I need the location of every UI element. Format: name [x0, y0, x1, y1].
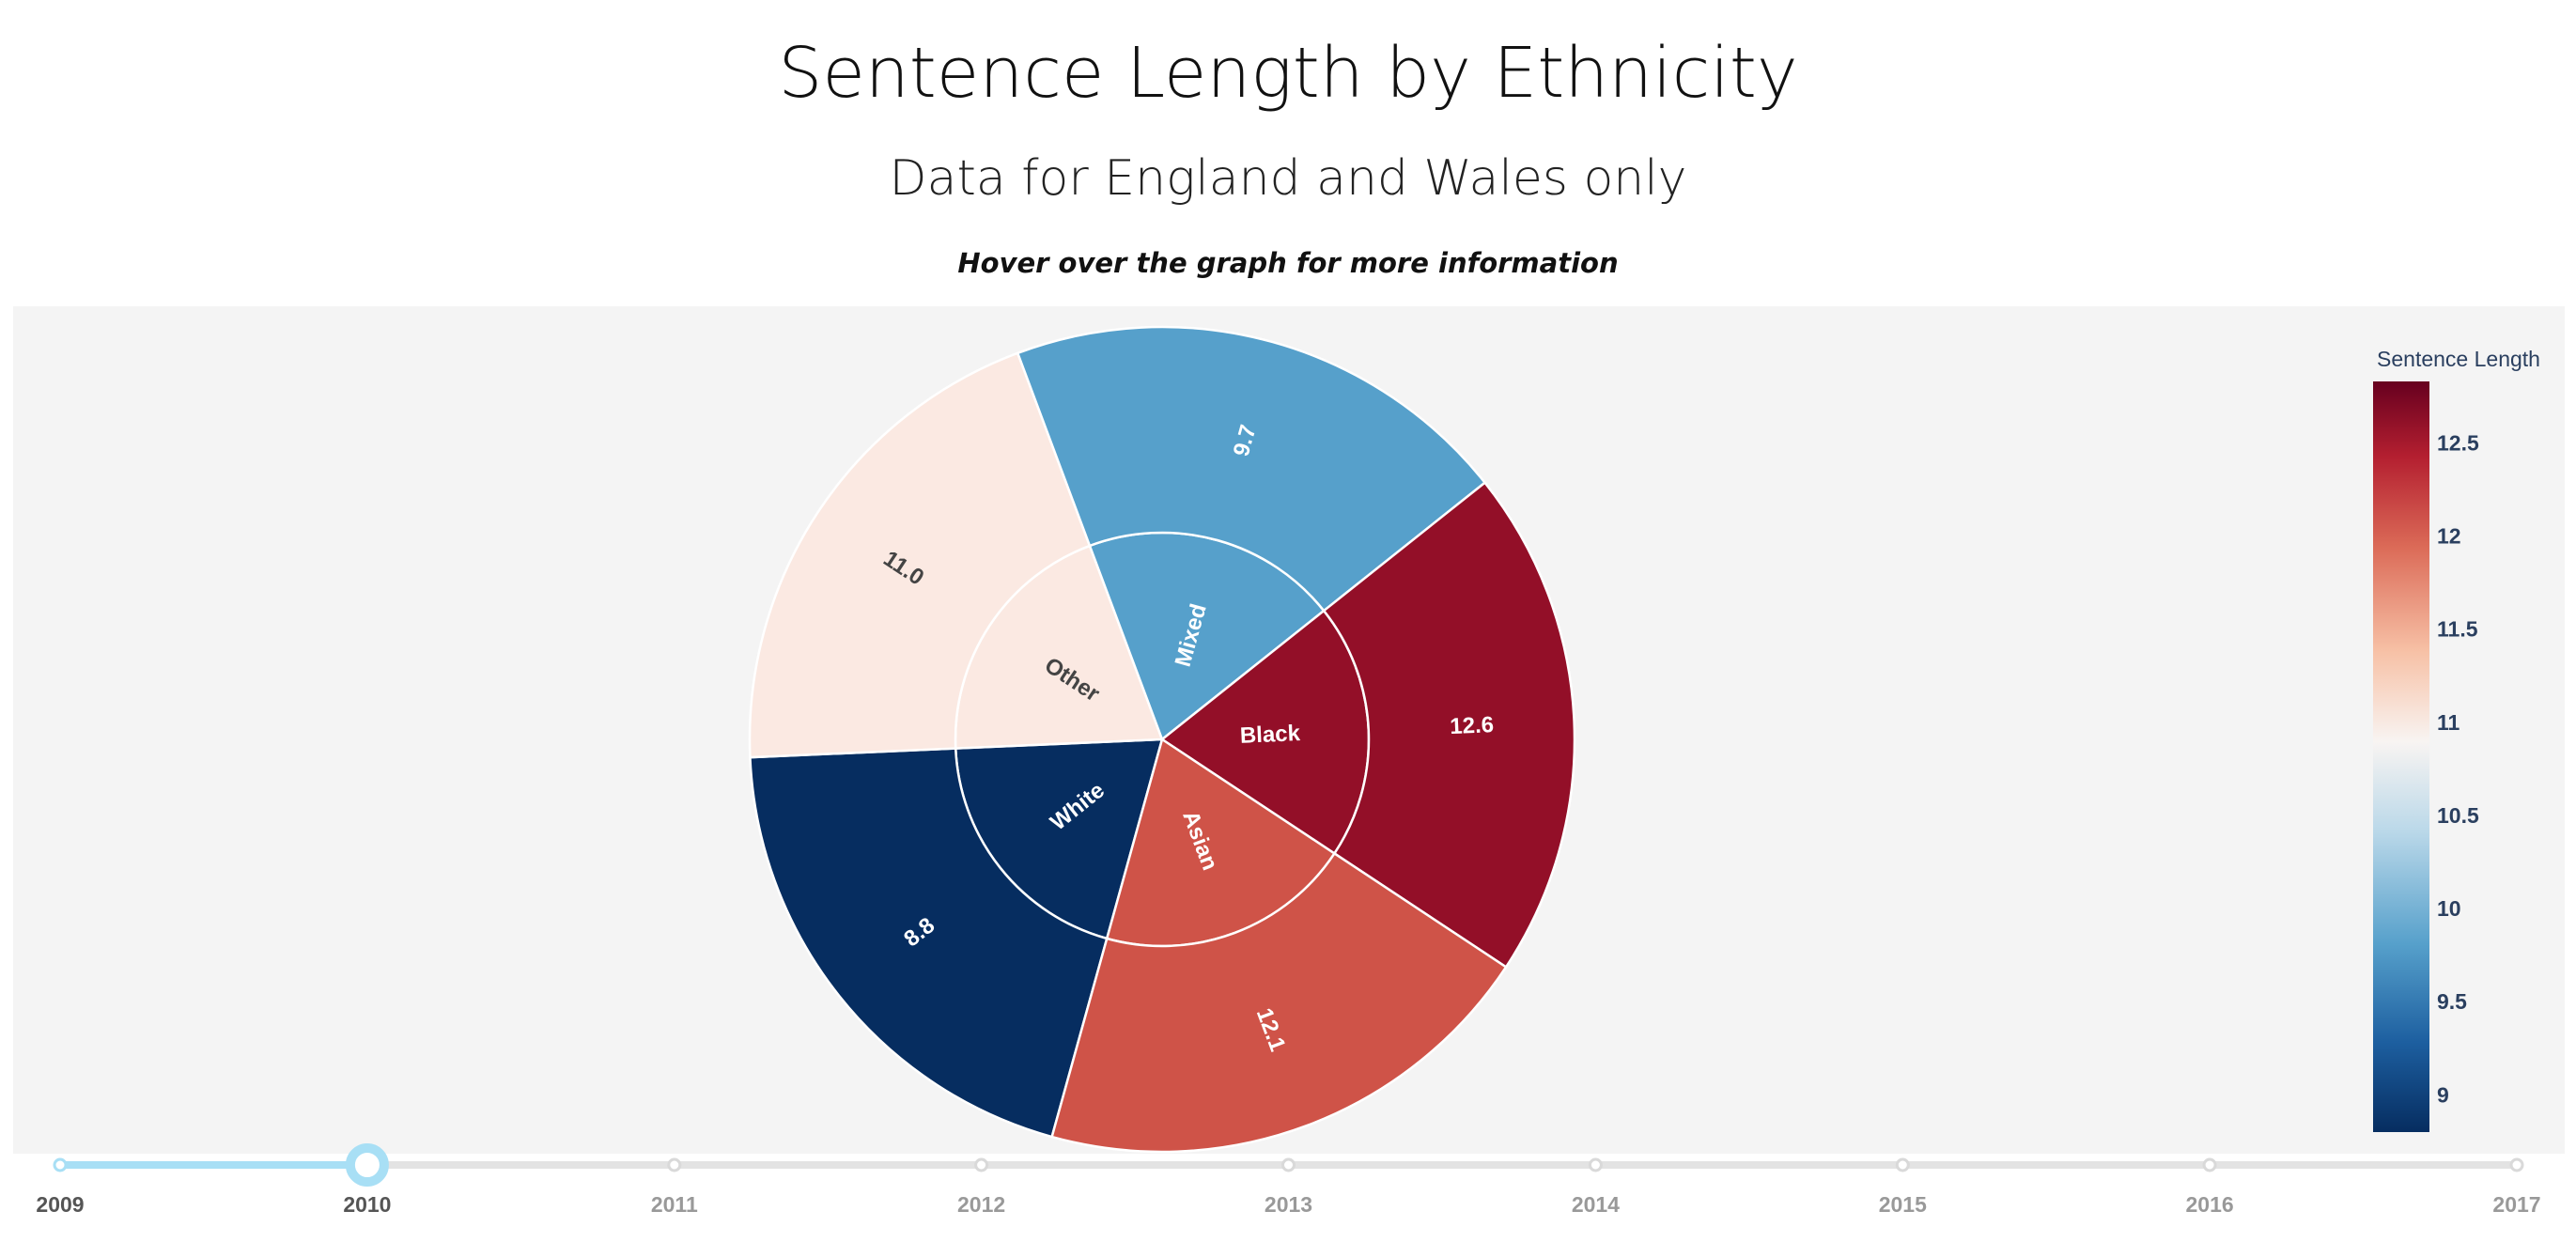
- slider-tick-2009[interactable]: [53, 1157, 68, 1172]
- colorbar-tick-10-5: 10.5: [2437, 803, 2479, 828]
- chart-subtitle: Data for England and Wales only: [889, 150, 1687, 207]
- colorbar-tick-10: 10: [2437, 896, 2461, 921]
- hover-hint: Hover over the graph for more informatio…: [957, 247, 1619, 279]
- outer-segment-white[interactable]: [749, 747, 1109, 1139]
- slider-tick-2011[interactable]: [667, 1157, 682, 1172]
- slider-tick-2012[interactable]: [974, 1157, 989, 1172]
- colorbar-title: Sentence Length: [2377, 347, 2540, 371]
- slider-tick-2015[interactable]: [1895, 1157, 1910, 1172]
- colorbar-tick-11: 11: [2437, 710, 2460, 735]
- colorbar-tick-12: 12: [2437, 524, 2461, 549]
- colorbar-gradient: [2373, 381, 2429, 1132]
- slider-tick-2017[interactable]: [2509, 1157, 2524, 1172]
- slider-tick-2013[interactable]: [1281, 1157, 1296, 1172]
- outer-label-black: 12.6: [1450, 712, 1495, 739]
- slider-label-2013[interactable]: 2013: [1265, 1192, 1312, 1217]
- slider-label-2009[interactable]: 2009: [36, 1192, 84, 1217]
- colorbar-tick-9-5: 9.5: [2437, 989, 2467, 1014]
- colorbar-tick-9: 9: [2437, 1082, 2449, 1107]
- slider-label-2015[interactable]: 2015: [1879, 1192, 1927, 1217]
- chart-title: Sentence Length by Ethnicity: [778, 33, 1798, 114]
- year-slider[interactable]: 2009 2010 2011 2012 2013 2014 2015 2016 2017: [36, 1143, 2541, 1217]
- slider-handle[interactable]: [345, 1143, 389, 1187]
- slider-label-2017[interactable]: 2017: [2492, 1192, 2540, 1217]
- outer-segment-asian[interactable]: [1050, 851, 1508, 1154]
- outer-segment-mixed[interactable]: [1016, 325, 1487, 613]
- slider-tick-2014[interactable]: [1588, 1157, 1603, 1172]
- slider-label-2010[interactable]: 2010: [343, 1192, 391, 1217]
- colorbar-tick-11-5: 11.5: [2437, 617, 2478, 642]
- outer-segment-black[interactable]: [1322, 480, 1576, 970]
- colorbar-tick-12-5: 12.5: [2437, 430, 2479, 455]
- outer-segment-other[interactable]: [748, 351, 1092, 759]
- slider-label-2011[interactable]: 2011: [651, 1192, 698, 1217]
- slider-label-2014[interactable]: 2014: [1572, 1192, 1620, 1217]
- inner-label-black: Black: [1239, 721, 1301, 749]
- slider-tick-2016[interactable]: [2202, 1157, 2217, 1172]
- slider-label-2016[interactable]: 2016: [2186, 1192, 2234, 1217]
- slider-label-2012[interactable]: 2012: [957, 1192, 1005, 1217]
- colorbar: Sentence Length 9 9.5 10 10.5 11 11.5 12 12.5: [2373, 347, 2540, 1132]
